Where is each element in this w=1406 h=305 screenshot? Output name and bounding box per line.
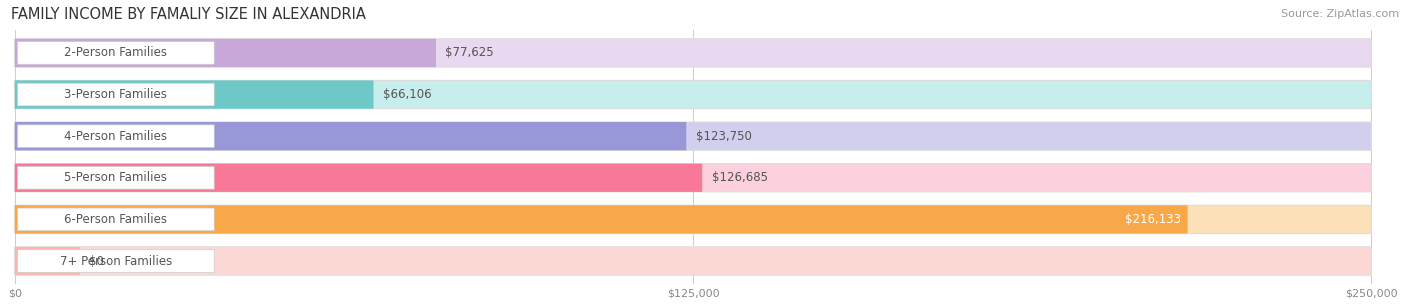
FancyBboxPatch shape bbox=[15, 163, 702, 192]
FancyBboxPatch shape bbox=[17, 208, 214, 231]
FancyBboxPatch shape bbox=[15, 247, 1371, 275]
Text: 5-Person Families: 5-Person Families bbox=[65, 171, 167, 184]
FancyBboxPatch shape bbox=[15, 247, 80, 275]
Text: $216,133: $216,133 bbox=[1125, 213, 1181, 226]
FancyBboxPatch shape bbox=[17, 167, 214, 189]
FancyBboxPatch shape bbox=[15, 205, 1371, 234]
FancyBboxPatch shape bbox=[15, 81, 1371, 109]
FancyBboxPatch shape bbox=[15, 205, 1188, 234]
Text: $123,750: $123,750 bbox=[696, 130, 752, 143]
Text: 6-Person Families: 6-Person Families bbox=[65, 213, 167, 226]
Text: $77,625: $77,625 bbox=[446, 46, 494, 59]
Text: 3-Person Families: 3-Person Families bbox=[65, 88, 167, 101]
FancyBboxPatch shape bbox=[17, 41, 214, 64]
FancyBboxPatch shape bbox=[15, 39, 1371, 67]
Text: Source: ZipAtlas.com: Source: ZipAtlas.com bbox=[1281, 9, 1399, 19]
FancyBboxPatch shape bbox=[15, 81, 374, 109]
FancyBboxPatch shape bbox=[15, 122, 686, 150]
Text: $0: $0 bbox=[90, 254, 104, 267]
Text: 2-Person Families: 2-Person Families bbox=[65, 46, 167, 59]
FancyBboxPatch shape bbox=[17, 250, 214, 272]
FancyBboxPatch shape bbox=[17, 125, 214, 148]
Text: $66,106: $66,106 bbox=[382, 88, 432, 101]
FancyBboxPatch shape bbox=[15, 122, 1371, 150]
FancyBboxPatch shape bbox=[15, 163, 1371, 192]
FancyBboxPatch shape bbox=[17, 83, 214, 106]
Text: 4-Person Families: 4-Person Families bbox=[65, 130, 167, 143]
FancyBboxPatch shape bbox=[15, 39, 436, 67]
Text: 7+ Person Families: 7+ Person Families bbox=[59, 254, 172, 267]
Text: $126,685: $126,685 bbox=[711, 171, 768, 184]
Text: FAMILY INCOME BY FAMALIY SIZE IN ALEXANDRIA: FAMILY INCOME BY FAMALIY SIZE IN ALEXAND… bbox=[11, 7, 366, 22]
